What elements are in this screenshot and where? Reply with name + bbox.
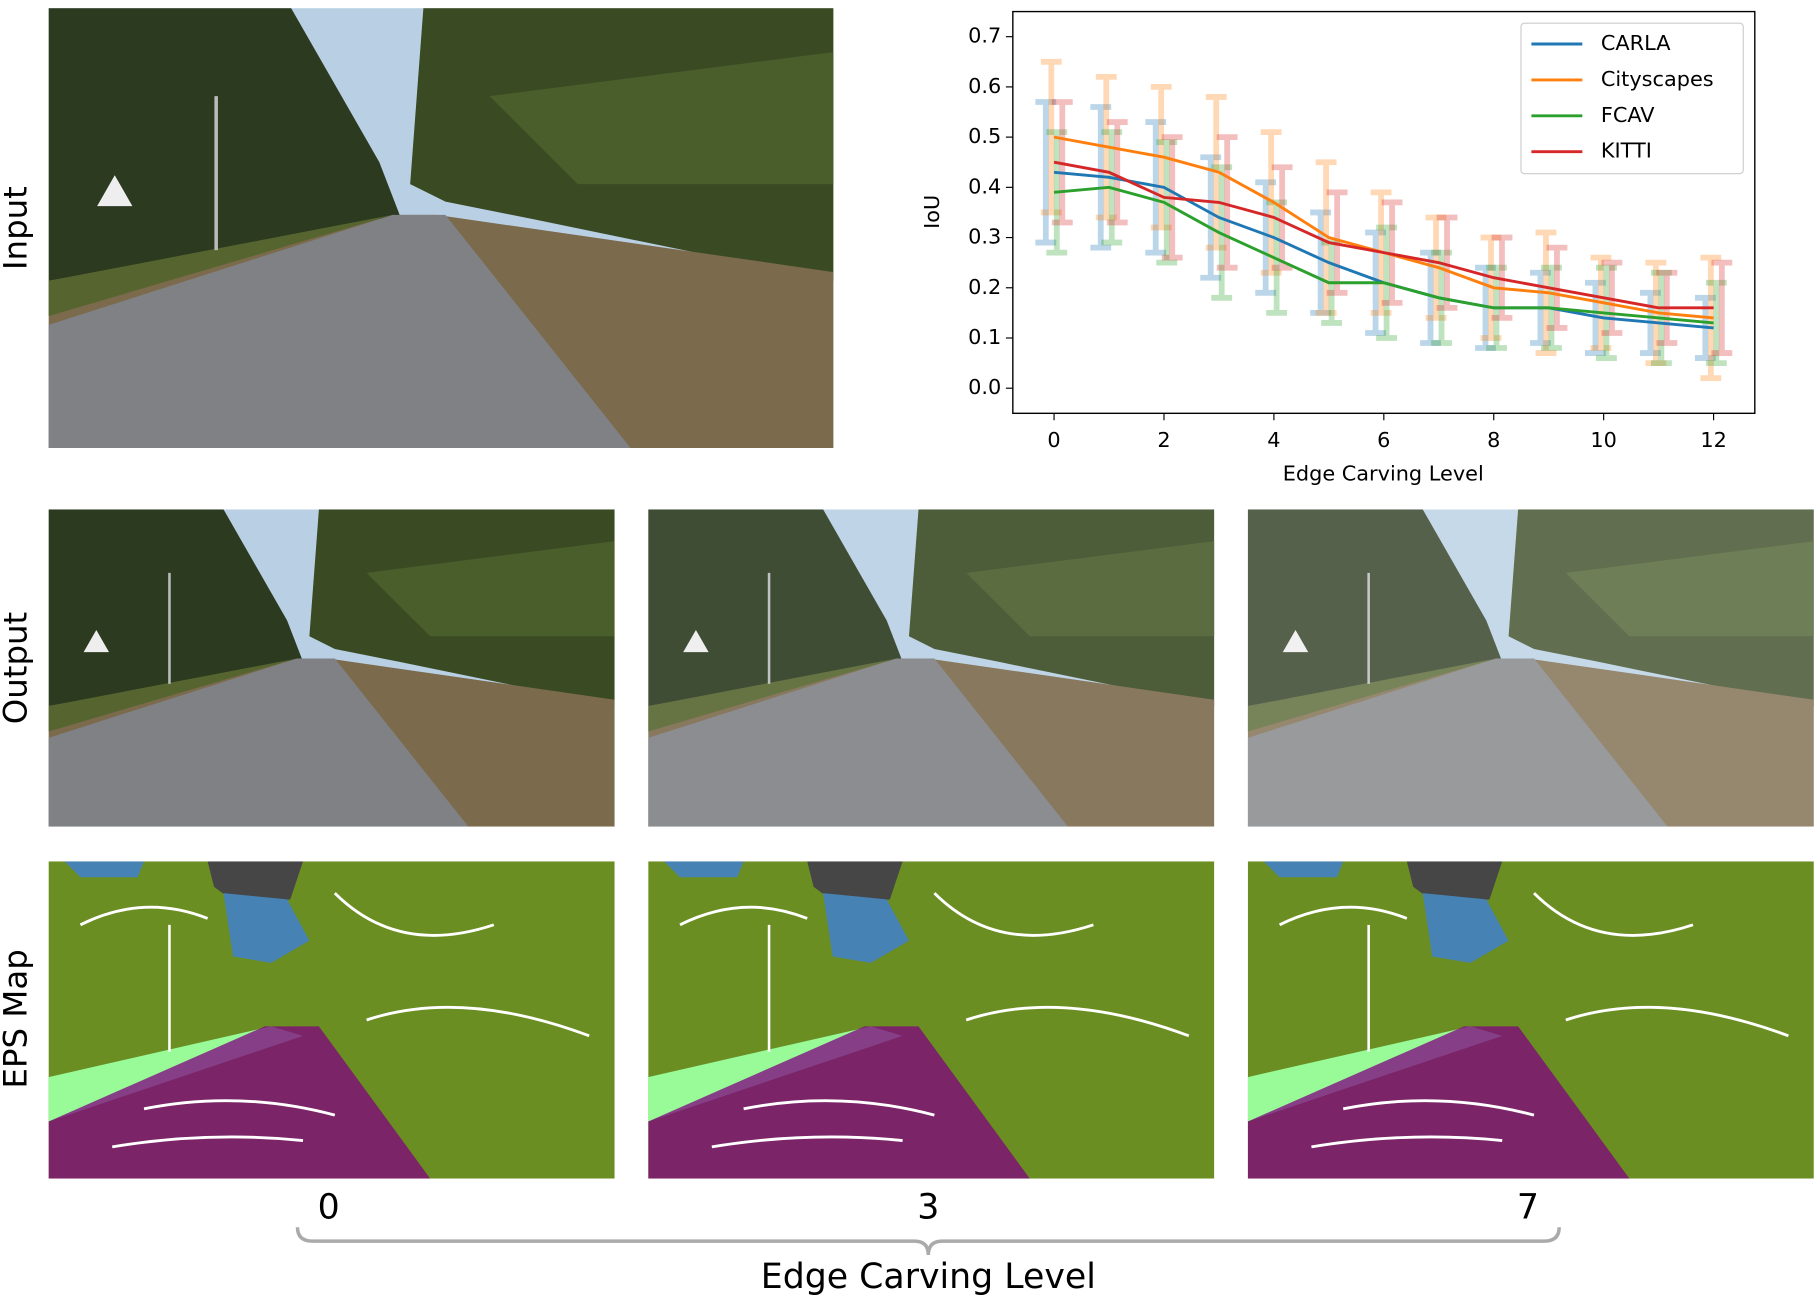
x-tick-label: 4 xyxy=(1267,428,1280,452)
legend-label: Cityscapes xyxy=(1601,67,1714,91)
error-bar xyxy=(1584,279,1606,356)
y-tick-label: 0.6 xyxy=(968,74,1001,98)
legend-label: KITTI xyxy=(1601,139,1652,163)
error-bar xyxy=(1106,119,1128,226)
error-bar xyxy=(1051,99,1073,226)
x-tick-label: 2 xyxy=(1157,428,1170,452)
column-label: 0 xyxy=(318,1188,340,1228)
error-bar xyxy=(1040,58,1062,216)
y-tick-label: 0.5 xyxy=(968,124,1001,148)
x-tick-label: 6 xyxy=(1377,428,1390,452)
row-label: Input xyxy=(0,186,34,270)
error-bar xyxy=(1601,259,1623,336)
row-label: Output xyxy=(0,612,34,725)
error-bar xyxy=(1315,159,1337,316)
y-tick-label: 0.4 xyxy=(968,174,1001,198)
x-tick-label: 0 xyxy=(1047,428,1060,452)
error-bar xyxy=(1200,154,1222,281)
error-bar xyxy=(1145,119,1167,256)
error-bar xyxy=(1711,259,1733,356)
y-tick-label: 0.0 xyxy=(968,375,1001,399)
x-tick-label: 12 xyxy=(1700,428,1727,452)
row-label: EPS Map xyxy=(0,949,34,1088)
error-bar xyxy=(1271,164,1293,271)
plot: 0.0 0.1 0.2 0.3 0.4 0.5 0.6 0.7 0 2 4 6 8 10 12 CARLA Ci… xyxy=(968,22,1744,452)
x-axis-label: Edge Carving Level xyxy=(1283,462,1484,486)
x-tick-label: 10 xyxy=(1590,428,1617,452)
error-bar xyxy=(1475,264,1496,351)
input-image xyxy=(49,8,834,448)
error-bar xyxy=(1216,134,1238,271)
y-axis-label: IoU xyxy=(920,195,944,229)
error-bar xyxy=(1255,179,1277,296)
legend-label: FCAV xyxy=(1601,103,1655,127)
series-line xyxy=(1053,160,1714,310)
column-label: 7 xyxy=(1517,1188,1539,1228)
error-bar xyxy=(1420,249,1441,346)
eps-map xyxy=(1247,861,1814,1179)
legend-box xyxy=(1520,22,1744,175)
y-tick-label: 0.2 xyxy=(968,275,1001,299)
brace xyxy=(295,1227,1561,1256)
legend-label: CARLA xyxy=(1601,31,1671,55)
error-bar xyxy=(1035,99,1057,246)
y-tick-label: 0.3 xyxy=(968,225,1001,249)
output-image xyxy=(48,509,615,827)
error-bar xyxy=(1705,279,1727,366)
column-label: 3 xyxy=(917,1188,939,1228)
error-bar xyxy=(1546,244,1568,331)
x-tick-label: 8 xyxy=(1487,428,1500,452)
y-tick-label: 0.1 xyxy=(968,325,1001,349)
error-bar xyxy=(1310,209,1332,316)
error-bar xyxy=(1326,189,1348,296)
output-image xyxy=(1247,509,1814,827)
y-tick-label: 0.7 xyxy=(968,24,1001,48)
error-bar xyxy=(1436,214,1458,311)
eps-map xyxy=(648,861,1215,1179)
series-line xyxy=(1053,185,1714,325)
output-image xyxy=(648,509,1215,827)
error-bar xyxy=(1491,234,1513,321)
bottom-label: Edge Carving Level xyxy=(761,1257,1096,1297)
eps-map xyxy=(48,861,615,1179)
